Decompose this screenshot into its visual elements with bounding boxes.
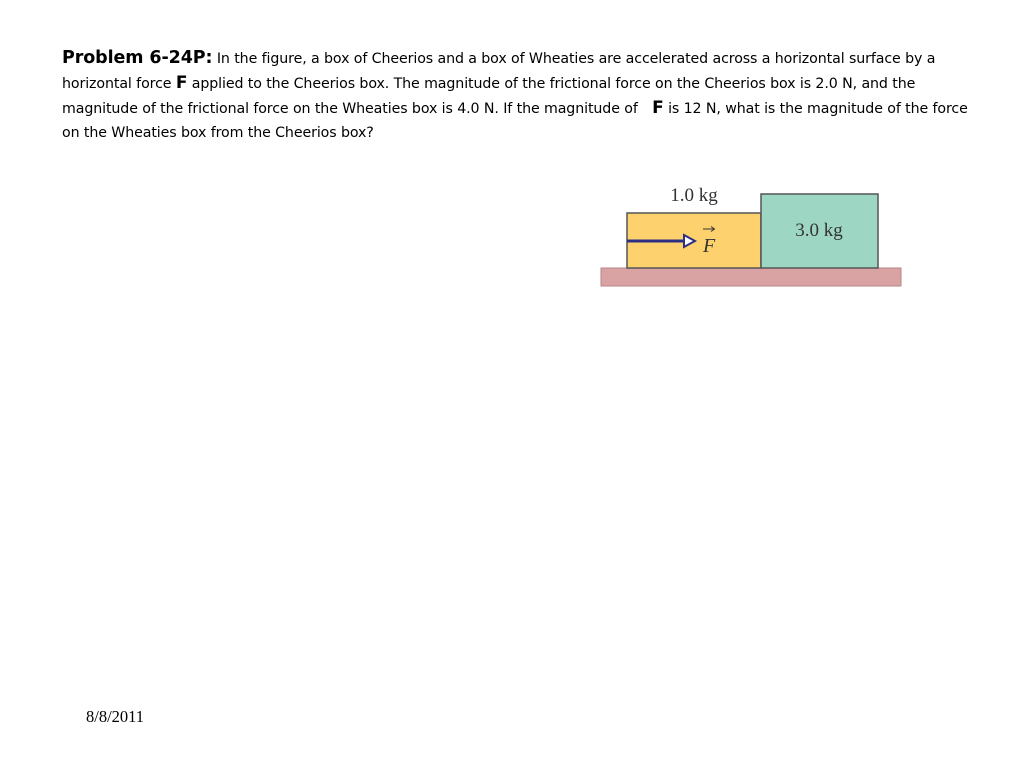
footer-date: 8/8/2011 (86, 707, 145, 726)
force-arrow-icon (627, 233, 698, 249)
vector-arrow-icon (703, 226, 716, 232)
cheerios-mass-label: 1.0 kg (670, 185, 718, 206)
force-label: F (702, 235, 716, 257)
problem-title: Problem 6-24P: (62, 48, 213, 68)
boxes-figure: F 1.0 kg 3.0 kg (600, 176, 902, 288)
problem-text-part-1: In the figure, a box of Cheerios and a b… (62, 51, 936, 92)
force-symbol: F (175, 73, 188, 93)
wheaties-mass-label: 3.0 kg (795, 220, 843, 241)
horizontal-surface (600, 267, 902, 287)
problem-text-part-3: is 12 N, what is the magnitude of the fo… (62, 101, 968, 141)
problem-text-part-2: applied to the Cheerios box. The magnitu… (62, 76, 916, 117)
problem-statement: Problem 6-24P: In the figure, a box of C… (62, 46, 972, 145)
force-symbol: F (652, 98, 664, 118)
wheaties-box (760, 193, 879, 269)
